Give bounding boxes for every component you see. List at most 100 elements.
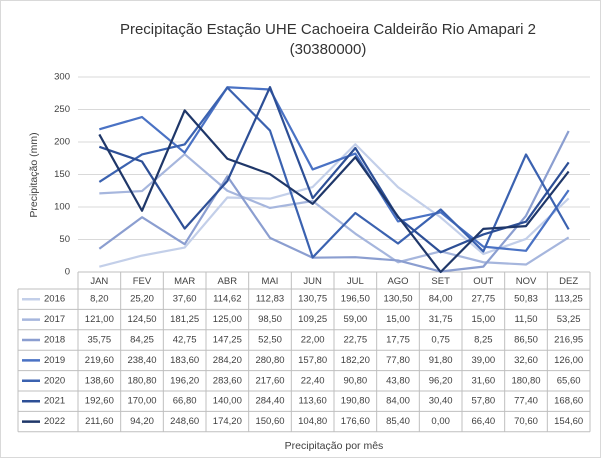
table-cell: 66,40	[471, 416, 495, 427]
table-cell: 8,25	[474, 335, 493, 346]
legend-label: 2020	[44, 375, 65, 386]
y-tick-label: 150	[54, 169, 70, 180]
x-axis-label: Precipitação por mês	[285, 440, 384, 452]
legend-label: 2021	[44, 396, 65, 407]
table-cell: 138,60	[85, 375, 114, 386]
legend-label: 2016	[44, 294, 65, 305]
table-cell: 180,80	[511, 375, 540, 386]
y-tick-label: 200	[54, 137, 70, 148]
y-axis-label: Precipitação (mm)	[28, 132, 40, 217]
table-cell: 31,60	[471, 375, 495, 386]
table-cell: 196,50	[341, 294, 370, 305]
table-cell: 168,60	[554, 396, 583, 407]
table-cell: 147,25	[213, 335, 242, 346]
x-tick-label: DEZ	[559, 276, 578, 287]
table-cell: 77,40	[514, 396, 538, 407]
table-cell: 22,40	[301, 375, 325, 386]
legend-label: 2022	[44, 416, 65, 427]
table-cell: 57,80	[471, 396, 495, 407]
table-cell: 53,25	[557, 314, 581, 325]
table-cell: 180,80	[127, 375, 156, 386]
table-cell: 84,00	[386, 396, 410, 407]
table-cell: 190,80	[341, 396, 370, 407]
table-cell: 109,25	[298, 314, 327, 325]
table-cell: 94,20	[130, 416, 154, 427]
table-cell: 30,40	[429, 396, 453, 407]
legend-label: 2017	[44, 314, 65, 325]
series-line	[98, 86, 570, 259]
table-cell: 238,40	[127, 355, 156, 366]
table-cell: 86,50	[514, 335, 538, 346]
x-tick-label: JUL	[347, 276, 364, 287]
table-cell: 157,80	[298, 355, 327, 366]
x-tick-label: ABR	[218, 276, 238, 287]
table-cell: 154,60	[554, 416, 583, 427]
table-cell: 59,00	[343, 314, 367, 325]
series-line	[99, 153, 570, 266]
x-tick-label: JAN	[90, 276, 108, 287]
table-cell: 8,20	[90, 294, 109, 305]
table-cell: 217,60	[255, 375, 284, 386]
legend-label: 2018	[44, 335, 65, 346]
table-cell: 85,40	[386, 416, 410, 427]
y-tick-label: 250	[54, 104, 70, 115]
table-cell: 113,60	[298, 396, 326, 407]
x-tick-label: AGO	[387, 276, 408, 287]
table-cell: 25,20	[130, 294, 154, 305]
table-cell: 15,00	[471, 314, 495, 325]
series-line	[98, 86, 570, 254]
table-cell: 96,20	[429, 375, 453, 386]
table-cell: 174,20	[213, 416, 242, 427]
table-cell: 42,75	[173, 335, 197, 346]
series-line	[98, 130, 570, 273]
y-tick-label: 0	[65, 267, 70, 278]
table-cell: 124,50	[127, 314, 156, 325]
table-cell: 84,25	[130, 335, 154, 346]
table-cell: 130,50	[383, 294, 412, 305]
table-cell: 176,60	[341, 416, 370, 427]
table-cell: 0,75	[431, 335, 450, 346]
table-cell: 283,60	[213, 375, 242, 386]
table-cell: 284,40	[255, 396, 284, 407]
table-cell: 11,50	[514, 314, 537, 325]
x-tick-label: FEV	[133, 276, 152, 287]
table-cell: 181,25	[170, 314, 199, 325]
table-cell: 37,60	[173, 294, 197, 305]
table-cell: 216,95	[554, 335, 583, 346]
table-cell: 52,50	[258, 335, 282, 346]
table-cell: 27,75	[471, 294, 495, 305]
table-cell: 35,75	[87, 335, 111, 346]
series-line	[99, 143, 570, 268]
y-tick-label: 50	[59, 234, 70, 245]
table-cell: 31,75	[429, 314, 453, 325]
table-cell: 22,00	[301, 335, 325, 346]
table-cell: 140,00	[213, 396, 242, 407]
chart-subtitle: (30380000)	[290, 41, 367, 58]
table-cell: 126,00	[554, 355, 583, 366]
table-cell: 125,00	[213, 314, 242, 325]
x-tick-label: SET	[431, 276, 450, 287]
table-cell: 196,20	[170, 375, 199, 386]
table-cell: 91,80	[429, 355, 453, 366]
table-cell: 70,60	[514, 416, 538, 427]
table-cell: 90,80	[343, 375, 367, 386]
table-cell: 39,00	[471, 355, 495, 366]
table-cell: 66,80	[173, 396, 197, 407]
table-cell: 182,20	[341, 355, 370, 366]
table-cell: 192,60	[85, 396, 114, 407]
x-tick-label: JUN	[303, 276, 322, 287]
table-cell: 77,80	[386, 355, 410, 366]
table-cell: 17,75	[386, 335, 410, 346]
table-cell: 150,60	[255, 416, 284, 427]
x-tick-label: OUT	[473, 276, 493, 287]
x-tick-label: NOV	[516, 276, 537, 287]
chart-title: Precipitação Estação UHE Cachoeira Calde…	[120, 21, 536, 38]
table-cell: 248,60	[170, 416, 199, 427]
table-cell: 130,75	[298, 294, 327, 305]
table-cell: 112,83	[256, 294, 284, 305]
table-cell: 0,00	[431, 416, 450, 427]
table-cell: 98,50	[258, 314, 282, 325]
table-cell: 65,60	[557, 375, 581, 386]
